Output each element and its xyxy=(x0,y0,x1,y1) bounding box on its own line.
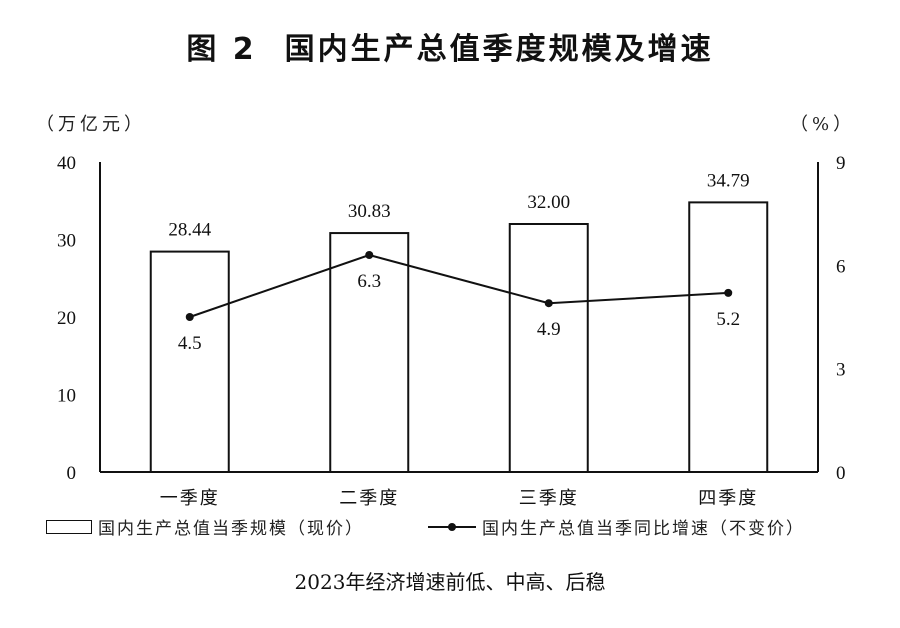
category-label: 二季度 xyxy=(339,488,399,508)
growth-point xyxy=(365,251,374,259)
growth-point xyxy=(544,299,553,308)
bar-data-label: 28.44 xyxy=(168,220,211,241)
legend-bar-label: 国内生产总值当季规模（现价） xyxy=(98,519,364,539)
category-label: 四季度 xyxy=(698,488,758,508)
legend-bar-swatch xyxy=(46,519,92,534)
legend-item-bar: 国内生产总值当季规模（现价） xyxy=(46,514,364,539)
legend-item-line: 国内生产总值当季同比增速（不变价） xyxy=(428,514,805,539)
bar-data-label: 30.83 xyxy=(348,201,391,222)
left-tick-label: 40 xyxy=(57,153,76,174)
right-tick-label: 6 xyxy=(836,256,846,277)
left-tick-label: 0 xyxy=(67,463,77,484)
bar xyxy=(508,223,589,473)
left-tick-label: 10 xyxy=(57,386,76,407)
category-label: 一季度 xyxy=(160,488,220,508)
growth-point xyxy=(185,313,194,321)
right-tick-label: 0 xyxy=(836,463,846,484)
category-label: 三季度 xyxy=(519,488,579,508)
right-tick-label: 9 xyxy=(836,153,846,174)
right-axis-unit: （%） xyxy=(790,114,856,135)
title-text: 国内生产总值季度规模及增速 xyxy=(284,32,714,67)
bar xyxy=(149,250,230,473)
left-tick-label: 30 xyxy=(57,231,76,252)
bar xyxy=(329,232,410,473)
growth-data-label: 4.5 xyxy=(178,333,202,354)
chart-subtitle: 2023年经济增速前低、中高、后稳 xyxy=(294,570,606,594)
right-tick-label: 3 xyxy=(836,360,846,381)
left-axis-unit: （万亿元） xyxy=(36,114,146,135)
left-tick-label: 20 xyxy=(57,308,76,329)
bar xyxy=(688,201,769,473)
figure-number: 图 2 xyxy=(186,32,257,67)
growth-data-label: 5.2 xyxy=(716,309,740,330)
growth-line xyxy=(189,253,729,318)
growth-data-label: 4.9 xyxy=(537,319,561,340)
legend-line-swatch xyxy=(428,522,476,531)
bar-data-label: 34.79 xyxy=(707,170,750,191)
legend-line-label: 国内生产总值当季同比增速（不变价） xyxy=(482,519,805,539)
growth-point xyxy=(724,288,733,297)
growth-data-label: 6.3 xyxy=(357,271,381,292)
bar-data-label: 32.00 xyxy=(527,192,570,213)
chart-title: 图 2 国内生产总值季度规模及增速 xyxy=(0,24,900,68)
